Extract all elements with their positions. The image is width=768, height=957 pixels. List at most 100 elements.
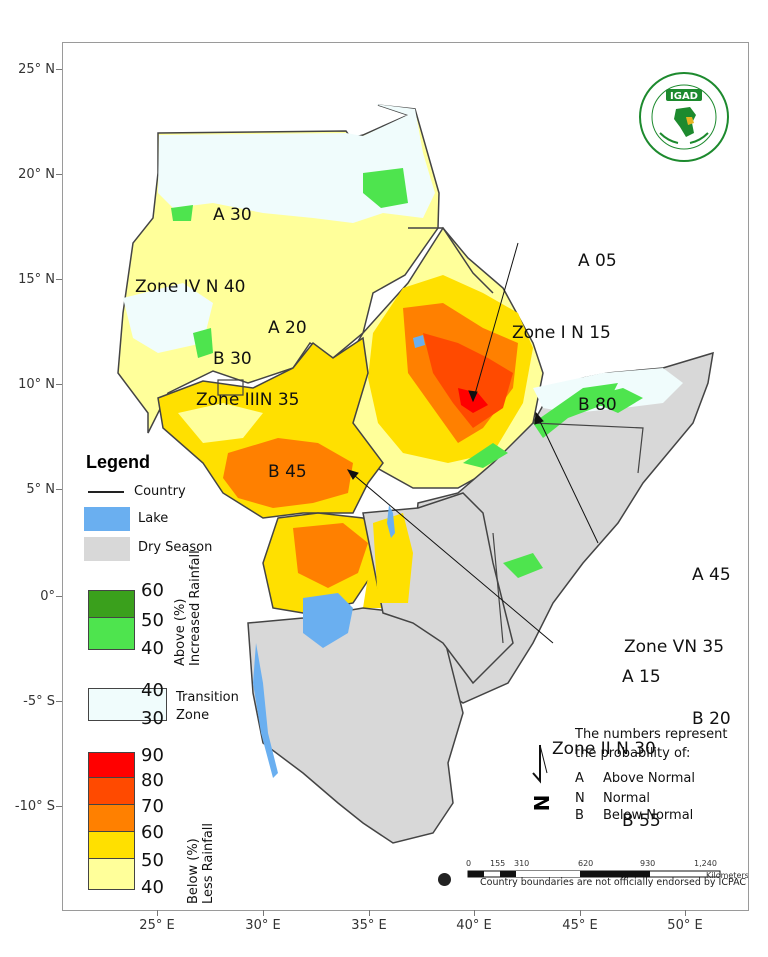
legend-above-num-60: 60 — [141, 580, 164, 601]
north-arrow-graphic: N — [529, 744, 553, 812]
region-tanzania — [247, 607, 464, 844]
region-south-sudan-pale — [178, 403, 263, 443]
zone-v-n: Zone VN 35 — [624, 637, 725, 657]
igad-logo-graphic: IGAD — [639, 72, 729, 162]
map-canvas — [117, 104, 714, 844]
lat-tick — [56, 489, 62, 490]
lon-tick — [157, 910, 158, 916]
scale-tick-0: 0 — [466, 859, 472, 868]
legend-below-num-80: 80 — [141, 770, 164, 791]
legend-title: Legend — [86, 452, 151, 472]
zone-iv-b: B 30 — [213, 349, 252, 369]
zone-ii-label: A 15 Zone II N 30 B 55 — [552, 617, 661, 857]
legend-below-50 — [88, 858, 135, 890]
region-south-sudan-orange — [223, 438, 353, 508]
region-horn-green-3 — [583, 388, 643, 413]
border-ethiopia-somalia — [532, 422, 644, 474]
note-val-n: Normal — [603, 791, 651, 806]
disclaimer: Country boundaries are not officially en… — [480, 877, 747, 888]
zone-i-b: B 80 — [578, 395, 617, 415]
region-north-green-2 — [171, 205, 193, 221]
lake-victoria — [303, 593, 353, 648]
zone-v-label: A 45 Zone VN 35 B 20 — [624, 515, 731, 755]
region-sudan-green — [193, 328, 213, 358]
zone-i-label: A 05 Zone I N 15 B 80 — [512, 201, 617, 441]
zone-v-b: B 20 — [692, 709, 731, 729]
scale-tick-310: 310 — [514, 859, 530, 868]
legend-above-label-2: Increased Rainfall — [188, 550, 203, 666]
lat-label-5s: -5° S — [23, 694, 55, 709]
lon-label-35e: 35° E — [351, 918, 387, 933]
border-kenya-somalia — [492, 532, 504, 644]
legend-below-label-1: Below (%) — [186, 838, 201, 904]
scale-bar-graphic — [467, 870, 721, 878]
legend-country-label: Country — [134, 484, 186, 499]
lon-label-45e: 45° E — [562, 918, 598, 933]
lon-tick — [369, 910, 370, 916]
note-val-b: Below Normal — [603, 808, 694, 823]
scale-tick-930: 930 — [640, 859, 656, 868]
svg-text:N: N — [529, 795, 551, 812]
legend-below-80 — [88, 777, 135, 806]
lon-tick — [685, 910, 686, 916]
lat-tick — [56, 384, 62, 385]
note-line-1: The numbers represent — [575, 727, 728, 742]
region-kenya-yellow — [373, 513, 413, 603]
lat-tick — [56, 69, 62, 70]
region-sudan-transition-blob — [123, 283, 213, 353]
lat-tick — [56, 596, 62, 597]
lon-label-25e: 25° E — [139, 918, 175, 933]
legend-country-line — [88, 491, 124, 493]
note-key-b: B — [575, 808, 584, 823]
legend-below-70 — [88, 804, 135, 833]
zone-v-a: A 45 — [692, 565, 731, 585]
scale-tick-620: 620 — [578, 859, 594, 868]
note-val-a: Above Normal — [603, 771, 695, 786]
legend-dry-swatch — [84, 537, 130, 561]
map-frame: IGAD N 0 155 310 620 930 1,240 Kilometer… — [62, 42, 749, 911]
legend-above-num-40: 40 — [141, 638, 164, 659]
lat-label-20n: 20° N — [18, 167, 55, 182]
zone-ii-a: A 15 — [622, 667, 661, 687]
zone-ii-n: Zone II N 30 — [552, 739, 656, 759]
legend-transition-num-30: 30 — [141, 708, 164, 729]
legend-transition-num-40: 40 — [141, 680, 164, 701]
zone-ii-b: B 55 — [622, 811, 661, 831]
region-ethiopia-redorange — [423, 333, 513, 428]
zone-iii-a: A 20 — [268, 318, 307, 338]
lon-tick — [263, 910, 264, 916]
legend-below-label-2: Less Rainfall — [201, 822, 216, 904]
zone-i-n: Zone I N 15 — [512, 323, 611, 343]
igad-logo: IGAD — [638, 71, 730, 163]
note-key-a: A — [575, 771, 584, 786]
lat-label-0: 0° — [40, 589, 55, 604]
lon-tick — [474, 910, 475, 916]
lat-tick — [56, 279, 62, 280]
zone-iv-label: A 30 Zone IV N 40 B 30 — [135, 155, 252, 395]
scale-bar: 0 155 310 620 930 1,240 Kilometers — [466, 859, 748, 883]
lake-tanganyika — [253, 643, 278, 778]
zone-iv-n: Zone IV N 40 — [135, 277, 246, 297]
border-small-box — [217, 379, 244, 396]
legend-above-60 — [88, 590, 135, 619]
igad-logo-text: IGAD — [670, 91, 698, 102]
legend-transition-label-2: Zone — [176, 708, 210, 723]
north-arrow: N — [529, 743, 553, 819]
lat-label-10s: -10° S — [14, 799, 55, 814]
legend-above-num-50: 50 — [141, 610, 164, 631]
note-key-n: N — [575, 791, 585, 806]
legend-transition-label-1: Transition — [176, 690, 239, 705]
zone-iii-b: B 45 — [268, 462, 307, 482]
lake-tana — [413, 335, 425, 348]
zone-iii-n: Zone IIIN 35 — [196, 390, 300, 410]
legend-above-label: Above (%) Increased Rainfall — [173, 550, 203, 666]
small-north-symbol — [438, 873, 451, 886]
legend-lake-label: Lake — [138, 511, 169, 526]
lat-label-15n: 15° N — [18, 272, 55, 287]
zone-iv-a: A 30 — [213, 205, 252, 225]
zone-i-a: A 05 — [578, 251, 617, 271]
legend-below-num-90: 90 — [141, 745, 164, 766]
legend-above-50 — [88, 617, 135, 650]
region-uganda-orange — [293, 523, 368, 588]
lat-label-25n: 25° N — [18, 62, 55, 77]
